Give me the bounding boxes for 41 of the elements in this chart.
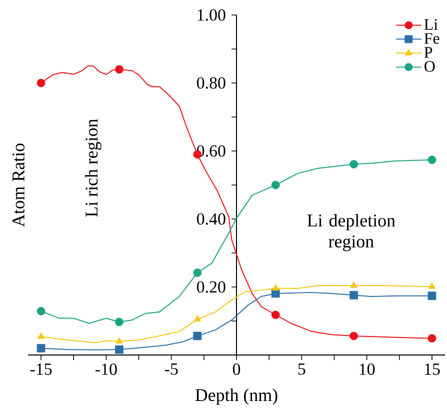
y-axis-title: Atom Ratio: [12, 144, 24, 227]
point: [194, 315, 202, 322]
point: [115, 345, 124, 354]
point: [350, 281, 358, 288]
point: [428, 282, 436, 289]
legend-label: Fe: [424, 33, 440, 44]
point: [36, 78, 46, 88]
x-tick-label: -5: [164, 364, 178, 375]
x-tick-label: 15: [424, 364, 440, 375]
point: [271, 310, 280, 320]
x-tick-label: 5: [298, 364, 306, 375]
y-tick-label: 0.20: [196, 281, 226, 293]
point: [350, 160, 358, 168]
point: [428, 292, 436, 300]
point: [115, 318, 124, 326]
y-tick-label: 0.80: [196, 77, 226, 89]
point: [193, 268, 202, 277]
point: [36, 306, 46, 316]
annotation: Li rich region: [84, 118, 102, 217]
x-tick-label: 0: [232, 364, 240, 375]
x-tick-label: -15: [30, 364, 52, 375]
y-tick-label: 1.00: [198, 9, 226, 21]
point: [116, 337, 123, 344]
legend-label: Li: [424, 19, 438, 30]
x-axis-title: Depth (nm): [195, 388, 278, 405]
x-tick-label: 10: [360, 364, 375, 375]
point: [350, 290, 358, 300]
point: [428, 156, 436, 164]
legend-label: P: [424, 47, 432, 58]
annotation: Li depletion region: [307, 214, 396, 252]
point: [350, 332, 358, 340]
point: [37, 332, 45, 339]
point: [428, 334, 436, 343]
legend-label: O: [424, 61, 435, 72]
point: [115, 65, 124, 74]
point: [271, 180, 280, 190]
point: [193, 332, 202, 340]
x-tick-label: -10: [96, 364, 117, 375]
point: [36, 344, 46, 352]
y-tick-label: 0.40: [196, 213, 226, 225]
point: [272, 284, 280, 291]
